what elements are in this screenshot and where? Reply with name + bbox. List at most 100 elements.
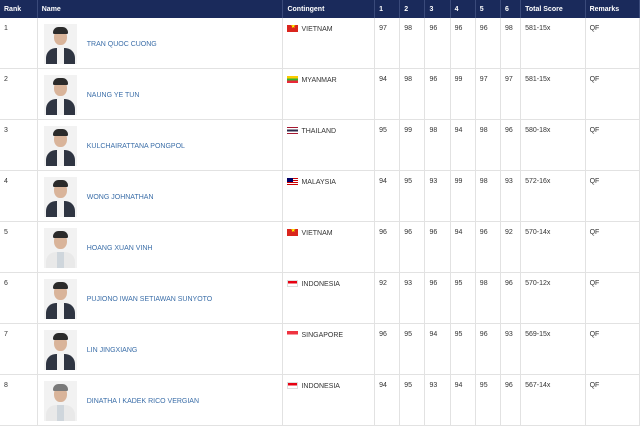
series-4-score: 94: [450, 374, 476, 426]
contingent-cell: VIETNAM: [282, 18, 376, 69]
series-3-score: 96: [424, 221, 451, 273]
header-series-4[interactable]: 4: [450, 0, 476, 18]
table-row: 4 WONG JOHNATHAN MALAYSIA 94 95 93 99 98 93 572…: [0, 170, 640, 222]
athlete-name-link[interactable]: WONG JOHNATHAN: [86, 193, 154, 201]
name-cell: DINATHA I KADEK RICO VERGIAN: [37, 374, 284, 426]
series-6-score: 96: [500, 272, 522, 324]
header-rank[interactable]: Rank: [0, 0, 38, 18]
series-1-score: 97: [374, 18, 401, 69]
name-cell: WONG JOHNATHAN: [37, 170, 284, 222]
header-series-1[interactable]: 1: [374, 0, 401, 18]
contingent-label: THAILAND: [301, 128, 337, 135]
contingent-label: VIETNAM: [301, 26, 333, 33]
athlete-name-link[interactable]: NAUNG YE TUN: [86, 91, 140, 99]
contingent-label: MYANMAR: [301, 77, 337, 84]
name-cell: NAUNG YE TUN: [37, 68, 284, 120]
header-total-score[interactable]: Total Score: [520, 0, 586, 18]
flag-icon: [287, 331, 299, 338]
series-2-score: 98: [399, 18, 426, 69]
total-score-cell: 580-18x: [520, 119, 586, 171]
name-cell: KULCHAIRATTANA PONGPOL: [37, 119, 284, 171]
athlete-photo: [43, 228, 77, 268]
series-1-score: 96: [374, 323, 401, 375]
header-series-2[interactable]: 2: [399, 0, 426, 18]
contingent-label: MALAYSIA: [301, 179, 336, 186]
series-3-score: 93: [424, 170, 451, 222]
series-4-score: 94: [450, 221, 476, 273]
series-2-score: 95: [399, 374, 426, 426]
series-5-score: 98: [475, 170, 501, 222]
athlete-name-link[interactable]: KULCHAIRATTANA PONGPOL: [86, 142, 185, 150]
athlete-name-link[interactable]: DINATHA I KADEK RICO VERGIAN: [86, 397, 200, 405]
header-series-6[interactable]: 6: [500, 0, 522, 18]
series-5-score: 98: [475, 119, 501, 171]
series-6-score: 96: [500, 374, 522, 426]
contingent-label: INDONESIA: [301, 383, 340, 390]
header-series-3[interactable]: 3: [424, 0, 451, 18]
series-3-score: 96: [424, 68, 451, 120]
header-row: Rank Name Contingent 1 2 3 4 5 6 Total S…: [0, 0, 640, 18]
athlete-name-link[interactable]: HOANG XUAN VINH: [86, 244, 153, 252]
remarks-cell: QF: [585, 272, 640, 324]
series-1-score: 95: [374, 119, 401, 171]
contingent-cell: THAILAND: [282, 119, 376, 171]
series-3-score: 94: [424, 323, 451, 375]
series-5-score: 98: [475, 272, 501, 324]
series-2-score: 96: [399, 221, 426, 273]
series-3-score: 93: [424, 374, 451, 426]
contingent-label: SINGAPORE: [301, 332, 344, 339]
series-2-score: 98: [399, 68, 426, 120]
series-2-score: 93: [399, 272, 426, 324]
total-score-cell: 581-15x: [520, 68, 586, 120]
series-6-score: 93: [500, 323, 522, 375]
series-6-score: 98: [500, 18, 522, 69]
series-4-score: 99: [450, 170, 476, 222]
name-cell: TRAN QUOC CUONG: [37, 18, 284, 69]
series-5-score: 96: [475, 18, 501, 69]
athlete-photo: [43, 177, 77, 217]
flag-icon: [287, 127, 299, 134]
name-cell: PUJIONO IWAN SETIAWAN SUNYOTO: [37, 272, 284, 324]
rank-cell: 1: [0, 18, 38, 69]
header-name[interactable]: Name: [37, 0, 284, 18]
flag-icon: [287, 229, 299, 236]
athlete-photo: [43, 24, 77, 64]
series-5-score: 97: [475, 68, 501, 120]
rank-cell: 5: [0, 221, 38, 273]
header-series-5[interactable]: 5: [475, 0, 501, 18]
remarks-cell: QF: [585, 170, 640, 222]
athlete-photo: [43, 279, 77, 319]
series-4-score: 96: [450, 18, 476, 69]
header-remarks[interactable]: Remarks: [585, 0, 640, 18]
contingent-cell: VIETNAM: [282, 221, 376, 273]
remarks-cell: QF: [585, 68, 640, 120]
name-cell: LIN JINGXIANG: [37, 323, 284, 375]
table-row: 6 PUJIONO IWAN SETIAWAN SUNYOTO INDONESI…: [0, 272, 640, 324]
contingent-cell: INDONESIA: [282, 374, 376, 426]
remarks-cell: QF: [585, 18, 640, 69]
series-5-score: 95: [475, 374, 501, 426]
rank-cell: 4: [0, 170, 38, 222]
series-4-score: 95: [450, 272, 476, 324]
total-score-cell: 570-14x: [520, 221, 586, 273]
athlete-name-link[interactable]: TRAN QUOC CUONG: [86, 40, 157, 48]
total-score-cell: 567-14x: [520, 374, 586, 426]
series-1-score: 96: [374, 221, 401, 273]
contingent-cell: SINGAPORE: [282, 323, 376, 375]
flag-icon: [287, 76, 299, 83]
athlete-name-link[interactable]: PUJIONO IWAN SETIAWAN SUNYOTO: [86, 295, 213, 303]
series-2-score: 99: [399, 119, 426, 171]
contingent-cell: MYANMAR: [282, 68, 376, 120]
total-score-cell: 572-16x: [520, 170, 586, 222]
series-1-score: 92: [374, 272, 401, 324]
series-1-score: 94: [374, 68, 401, 120]
header-contingent[interactable]: Contingent: [282, 0, 376, 18]
contingent-cell: MALAYSIA: [282, 170, 376, 222]
athlete-name-link[interactable]: LIN JINGXIANG: [86, 346, 138, 354]
flag-icon: [287, 178, 299, 185]
flag-icon: [287, 25, 299, 32]
remarks-cell: QF: [585, 221, 640, 273]
table-row: 3 KULCHAIRATTANA PONGPOL THAILAND 95 99 98 9…: [0, 119, 640, 171]
remarks-cell: QF: [585, 323, 640, 375]
